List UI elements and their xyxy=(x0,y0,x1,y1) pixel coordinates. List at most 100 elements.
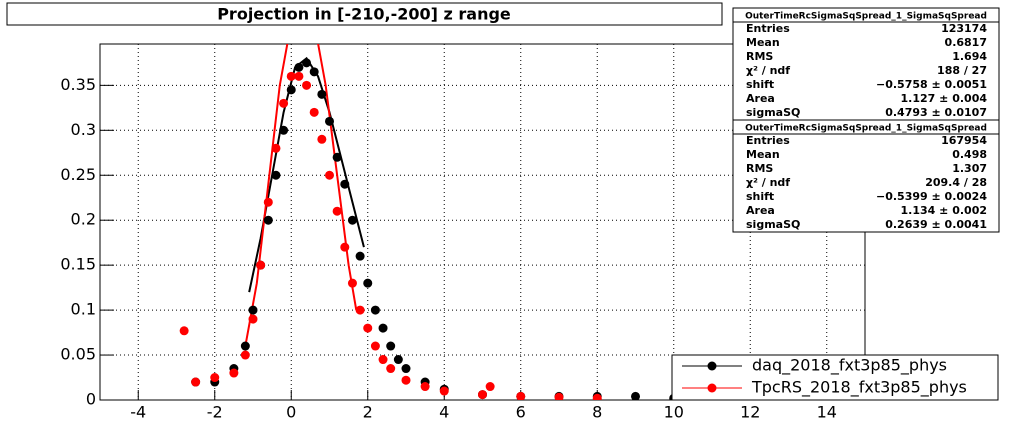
legend-marker xyxy=(707,361,717,371)
stat-label: χ² / ndf xyxy=(746,176,790,189)
data-point xyxy=(294,71,304,81)
y-tick-label: 0.15 xyxy=(60,255,96,274)
data-point xyxy=(317,89,327,99)
data-point xyxy=(516,391,526,400)
data-point xyxy=(179,326,189,336)
stat-value: 1.307 xyxy=(952,162,987,175)
stat-value: 167954 xyxy=(941,134,987,147)
data-point xyxy=(279,98,289,108)
stat-label: sigmaSQ xyxy=(746,218,800,231)
data-point xyxy=(263,197,273,207)
stat-label: Mean xyxy=(746,36,780,49)
data-point xyxy=(340,179,350,189)
stat-box-title: OuterTimeRcSigmaSqSpread_1_SigmaSqSpread xyxy=(745,124,987,134)
data-point xyxy=(478,390,487,400)
data-point xyxy=(279,125,289,135)
stat-label: shift xyxy=(746,78,774,91)
data-point xyxy=(240,341,250,351)
data-point xyxy=(355,305,365,315)
data-point xyxy=(378,355,388,365)
data-point xyxy=(340,242,350,252)
fit-curve xyxy=(244,44,358,347)
chart-title: Projection in [-210,-200] z range xyxy=(217,5,511,24)
data-point xyxy=(439,386,449,396)
data-point xyxy=(631,391,640,400)
data-point xyxy=(294,62,304,72)
y-tick-label: 0 xyxy=(86,390,96,409)
data-point xyxy=(363,278,373,288)
stat-label: RMS xyxy=(746,162,773,175)
stat-value: 0.2639 ± 0.0041 xyxy=(885,218,987,231)
data-point xyxy=(401,364,411,374)
data-point xyxy=(286,71,296,81)
y-tick-label: 0.35 xyxy=(60,75,96,94)
stat-label: Area xyxy=(746,204,775,217)
y-tick-label: 0.1 xyxy=(71,300,96,319)
data-point xyxy=(317,134,327,144)
data-point xyxy=(393,355,403,365)
data-point xyxy=(370,341,380,351)
data-point xyxy=(229,368,239,378)
stat-value: −0.5758 ± 0.0051 xyxy=(876,78,987,91)
y-tick-label: 0.2 xyxy=(71,210,96,229)
stat-value: 188 / 27 xyxy=(937,64,987,77)
data-point xyxy=(325,170,334,180)
data-point xyxy=(271,170,281,180)
data-point xyxy=(485,382,495,392)
legend-label: TpcRS_2018_fxt3p85_phys xyxy=(751,378,967,398)
stat-label: χ² / ndf xyxy=(746,64,790,77)
stat-value: 1.134 ± 0.002 xyxy=(901,204,987,217)
x-tick-label: 14 xyxy=(817,403,837,422)
y-tick-label: 0.3 xyxy=(71,120,96,139)
data-point xyxy=(347,215,357,225)
stat-box xyxy=(732,119,1000,233)
data-point xyxy=(325,116,334,126)
plot-area xyxy=(179,44,679,400)
legend-label: daq_2018_fxt3p85_phys xyxy=(752,356,947,376)
data-point xyxy=(332,206,342,216)
y-tick-label: 0.05 xyxy=(60,345,96,364)
stat-value: 0.498 xyxy=(952,148,987,161)
data-point xyxy=(347,278,357,288)
data-point xyxy=(240,350,250,360)
stat-value: 0.4793 ± 0.0107 xyxy=(885,106,987,119)
x-tick-label: 6 xyxy=(516,403,526,422)
x-tick-label: 4 xyxy=(439,403,449,422)
data-point xyxy=(370,305,380,315)
x-tick-label: 8 xyxy=(592,403,602,422)
data-point xyxy=(302,80,312,90)
x-tick-label: -2 xyxy=(207,403,223,422)
stat-label: RMS xyxy=(746,50,773,63)
stat-value: −0.5399 ± 0.0024 xyxy=(876,190,987,203)
data-point xyxy=(256,260,266,270)
data-point xyxy=(386,341,396,351)
x-tick-label: 0 xyxy=(286,403,296,422)
data-point xyxy=(271,143,281,153)
stat-box xyxy=(732,7,1000,121)
data-point xyxy=(302,58,312,68)
data-point xyxy=(420,382,430,392)
y-tick-label: 0.25 xyxy=(60,165,96,184)
stat-value: 0.6817 xyxy=(945,36,987,49)
data-point xyxy=(248,314,258,324)
x-tick-label: 2 xyxy=(363,403,373,422)
data-point xyxy=(309,107,319,117)
title-box xyxy=(6,2,723,26)
legend-marker xyxy=(707,383,717,393)
data-point xyxy=(309,67,319,77)
x-tick-label: 12 xyxy=(740,403,760,422)
x-tick-label: -4 xyxy=(130,403,146,422)
data-point xyxy=(355,251,365,261)
stat-value: 209.4 / 28 xyxy=(925,176,987,189)
stat-label: Area xyxy=(746,92,775,105)
data-point xyxy=(263,215,273,225)
data-point xyxy=(210,373,220,383)
stat-box-title: OuterTimeRcSigmaSqSpread_1_SigmaSqSpread xyxy=(745,12,987,22)
stat-label: Entries xyxy=(746,134,790,147)
data-point xyxy=(386,364,396,374)
x-tick-label: 10 xyxy=(664,403,684,422)
data-point xyxy=(286,85,296,95)
stat-label: shift xyxy=(746,190,774,203)
data-point xyxy=(363,323,373,333)
stat-label: Mean xyxy=(746,148,780,161)
